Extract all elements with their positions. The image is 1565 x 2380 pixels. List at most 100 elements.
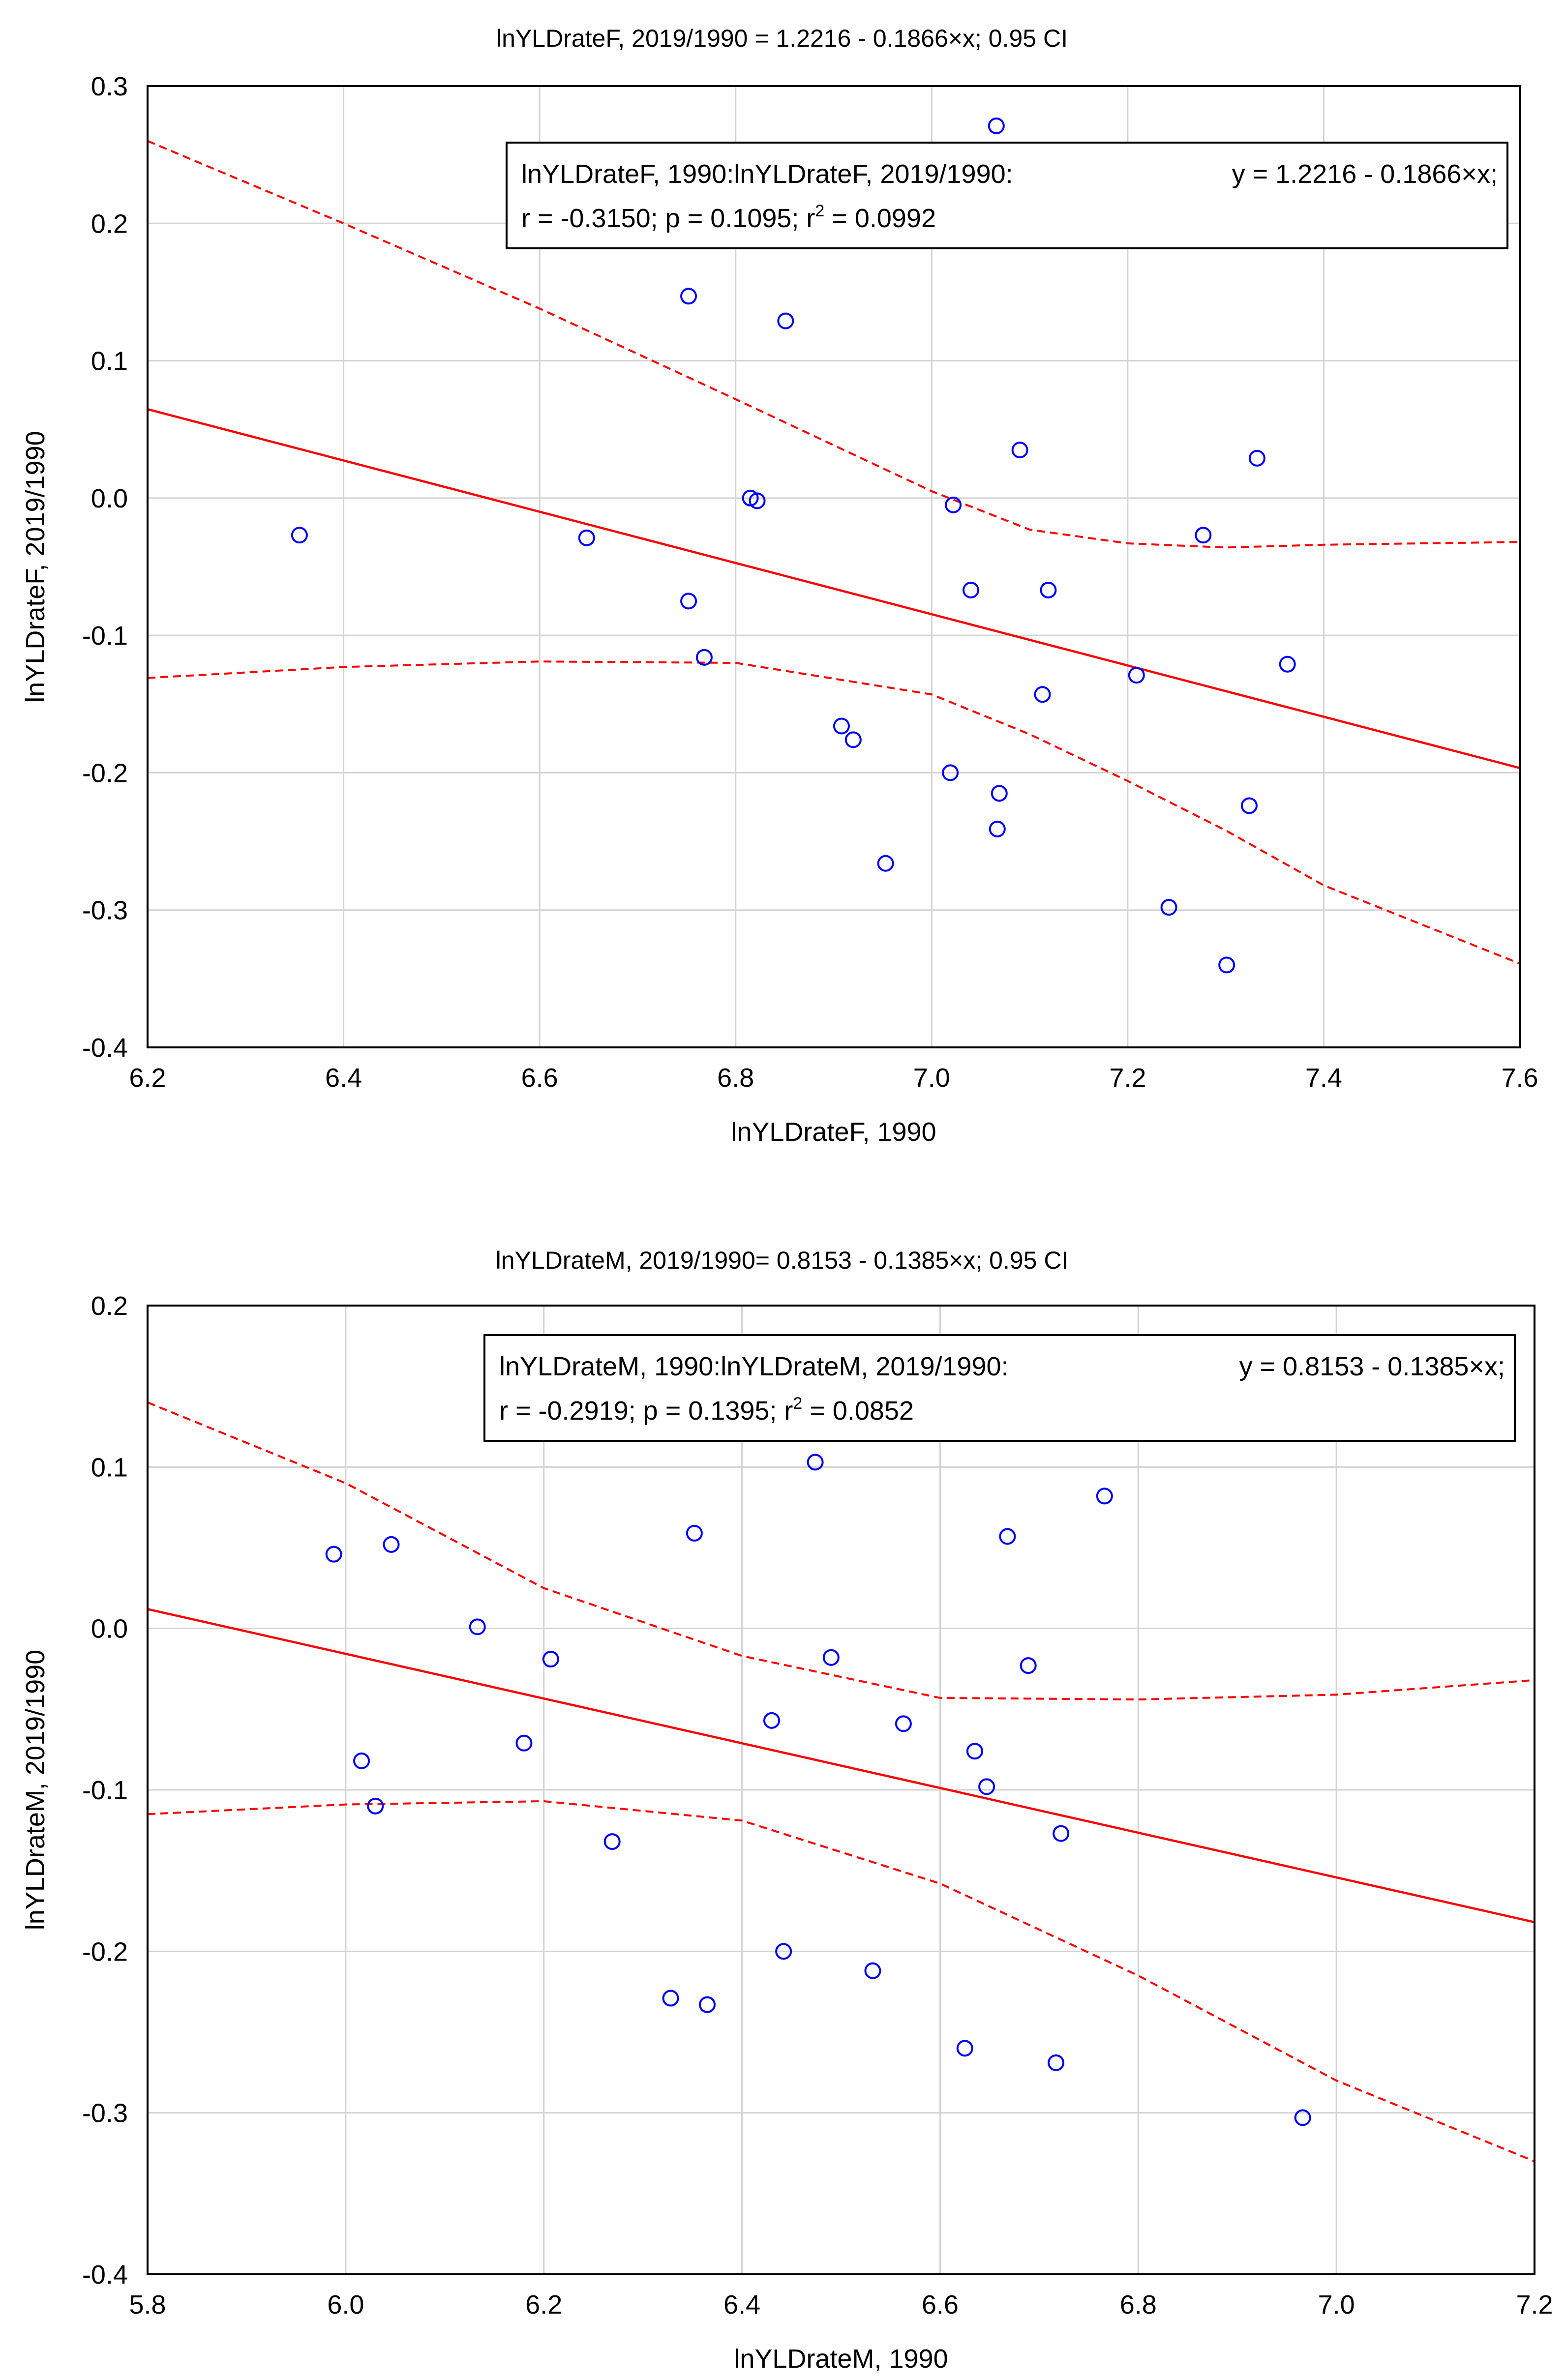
data-point bbox=[999, 1528, 1016, 1545]
y-tick-label: -0.3 bbox=[82, 2099, 128, 2128]
x-tick-label: 6.4 bbox=[325, 1063, 362, 1093]
x-tick-labels: 5.8 6.0 6.2 6.4 6.6 6.8 7.0 7.2 bbox=[129, 2290, 1553, 2320]
regression-line-segment bbox=[147, 1608, 1535, 1924]
data-points bbox=[291, 117, 1296, 974]
legend-statistics: r = -0.2919; p = 0.1395; r2 = 0.0852 bbox=[499, 1394, 914, 1426]
regression-line bbox=[147, 408, 1520, 769]
grid bbox=[147, 1305, 1535, 2275]
data-point bbox=[963, 581, 979, 598]
ci-lower-line bbox=[147, 1800, 1535, 2163]
data-point bbox=[864, 1962, 881, 1979]
y-tick-label: -0.1 bbox=[82, 1776, 128, 1805]
data-point bbox=[777, 312, 794, 329]
legend: lnYLDrateM, 1990:lnYLDrateM, 2019/1990: … bbox=[483, 1334, 1516, 1442]
data-point bbox=[515, 1734, 533, 1752]
x-tick-label: 7.2 bbox=[1516, 2290, 1553, 2320]
legend-equation: y = 0.8153 - 0.1385×x; bbox=[1239, 1352, 1505, 1381]
legend-stats-b: = 0.0852 bbox=[802, 1396, 914, 1426]
x-tick-label: 6.6 bbox=[521, 1063, 558, 1093]
data-point bbox=[680, 593, 697, 610]
chart-title: lnYLDrateF, 2019/1990 = 1.2216 - 0.1866×… bbox=[496, 25, 1068, 52]
x-tick-label: 6.4 bbox=[723, 2290, 760, 2320]
plot-frame bbox=[147, 85, 1521, 1048]
data-point bbox=[1279, 655, 1296, 673]
y-tick-label: 0.1 bbox=[91, 347, 128, 376]
data-point bbox=[1128, 667, 1145, 684]
y-tick-label: -0.4 bbox=[82, 2260, 128, 2290]
legend: lnYLDrateF, 1990:lnYLDrateF, 2019/1990: … bbox=[506, 142, 1508, 249]
confidence-interval bbox=[147, 1401, 1535, 2163]
y-tick-label: -0.2 bbox=[82, 1937, 128, 1966]
data-point bbox=[1248, 449, 1265, 467]
legend-equation: y = 1.2216 - 0.1866×x; bbox=[1232, 159, 1498, 189]
ci-upper-line bbox=[147, 1401, 1535, 1701]
legend-stats-sup: 2 bbox=[793, 1394, 802, 1413]
x-tick-label: 6.2 bbox=[525, 2290, 562, 2320]
data-point bbox=[1034, 686, 1051, 703]
x-tick-label: 7.6 bbox=[1501, 1063, 1538, 1093]
data-point bbox=[662, 1990, 679, 2007]
ci-lower-line bbox=[147, 660, 1520, 965]
y-tick-label: 0.0 bbox=[91, 1614, 128, 1644]
legend-stats-a: r = -0.3150; p = 0.1095; r bbox=[521, 204, 815, 233]
legend-stats-sup: 2 bbox=[815, 202, 824, 220]
legend-variables: lnYLDrateM, 1990:lnYLDrateM, 2019/1990: bbox=[499, 1352, 1009, 1381]
x-tick-label: 6.8 bbox=[1120, 2290, 1157, 2320]
data-point bbox=[978, 1778, 995, 1795]
data-point bbox=[1195, 527, 1212, 544]
data-point bbox=[367, 1797, 384, 1815]
data-point bbox=[1048, 2054, 1065, 2071]
data-point bbox=[1020, 1657, 1037, 1674]
y-tick-label: 0.2 bbox=[91, 209, 128, 238]
data-point bbox=[945, 496, 962, 513]
y-tick-label: 0.2 bbox=[91, 1291, 128, 1321]
data-point bbox=[763, 1712, 780, 1729]
x-axis-label: lnYLDrateM, 1990 bbox=[734, 2344, 948, 2374]
data-point bbox=[291, 527, 308, 544]
y-tick-label: 0.1 bbox=[91, 1453, 128, 1482]
x-tick-label: 5.8 bbox=[129, 2290, 166, 2320]
confidence-interval bbox=[147, 140, 1520, 965]
data-point bbox=[603, 1833, 621, 1850]
data-point bbox=[325, 1546, 342, 1563]
x-tick-label: 7.2 bbox=[1109, 1063, 1146, 1093]
data-point bbox=[895, 1715, 912, 1732]
legend-statistics: r = -0.3150; p = 0.1095; r2 = 0.0992 bbox=[521, 202, 936, 233]
y-tick-labels: 0.2 0.1 0.0 -0.1 -0.2 -0.3 -0.4 bbox=[82, 1291, 128, 2290]
data-point bbox=[1053, 1825, 1070, 1842]
data-point bbox=[988, 117, 1005, 134]
data-point bbox=[1040, 581, 1057, 598]
data-point bbox=[833, 717, 850, 735]
data-point bbox=[680, 288, 697, 305]
y-tick-label: -0.3 bbox=[82, 896, 128, 925]
data-point bbox=[991, 785, 1008, 802]
y-tick-label: -0.1 bbox=[82, 621, 128, 651]
data-point bbox=[1096, 1488, 1113, 1505]
data-point bbox=[686, 1524, 703, 1542]
x-tick-label: 6.2 bbox=[129, 1063, 166, 1093]
data-point bbox=[1294, 2109, 1311, 2126]
data-point bbox=[1011, 442, 1028, 459]
data-point bbox=[877, 855, 894, 872]
legend-box bbox=[483, 1334, 1516, 1442]
data-point bbox=[807, 1454, 824, 1471]
data-point bbox=[695, 649, 713, 666]
x-tick-label: 6.0 bbox=[327, 2290, 364, 2320]
x-tick-label: 6.8 bbox=[717, 1063, 754, 1093]
regression-line bbox=[147, 1608, 1535, 1924]
legend-variables: lnYLDrateF, 1990:lnYLDrateF, 2019/1990: bbox=[521, 159, 1013, 189]
chart-title: lnYLDrateM, 2019/1990= 0.8153 - 0.1385×x… bbox=[496, 1247, 1069, 1274]
y-axis-label: lnYLDrateF, 2019/1990 bbox=[21, 431, 50, 702]
data-point bbox=[1160, 899, 1177, 916]
chart-male: lnYLDrateM, 2019/1990= 0.8153 - 0.1385×x… bbox=[21, 1247, 1553, 2374]
y-tick-label: 0.0 bbox=[91, 484, 128, 513]
regression-line-segment bbox=[147, 408, 1520, 769]
y-tick-label: -0.4 bbox=[82, 1033, 128, 1063]
y-axis-label: lnYLDrateM, 2019/1990 bbox=[21, 1650, 50, 1930]
data-point bbox=[353, 1752, 370, 1769]
legend-stats-a: r = -0.2919; p = 0.1395; r bbox=[499, 1396, 793, 1426]
data-point bbox=[749, 492, 766, 509]
data-point bbox=[956, 2040, 973, 2057]
y-tick-labels: 0.3 0.2 0.1 0.0 -0.1 -0.2 -0.3 -0.4 bbox=[82, 72, 128, 1063]
